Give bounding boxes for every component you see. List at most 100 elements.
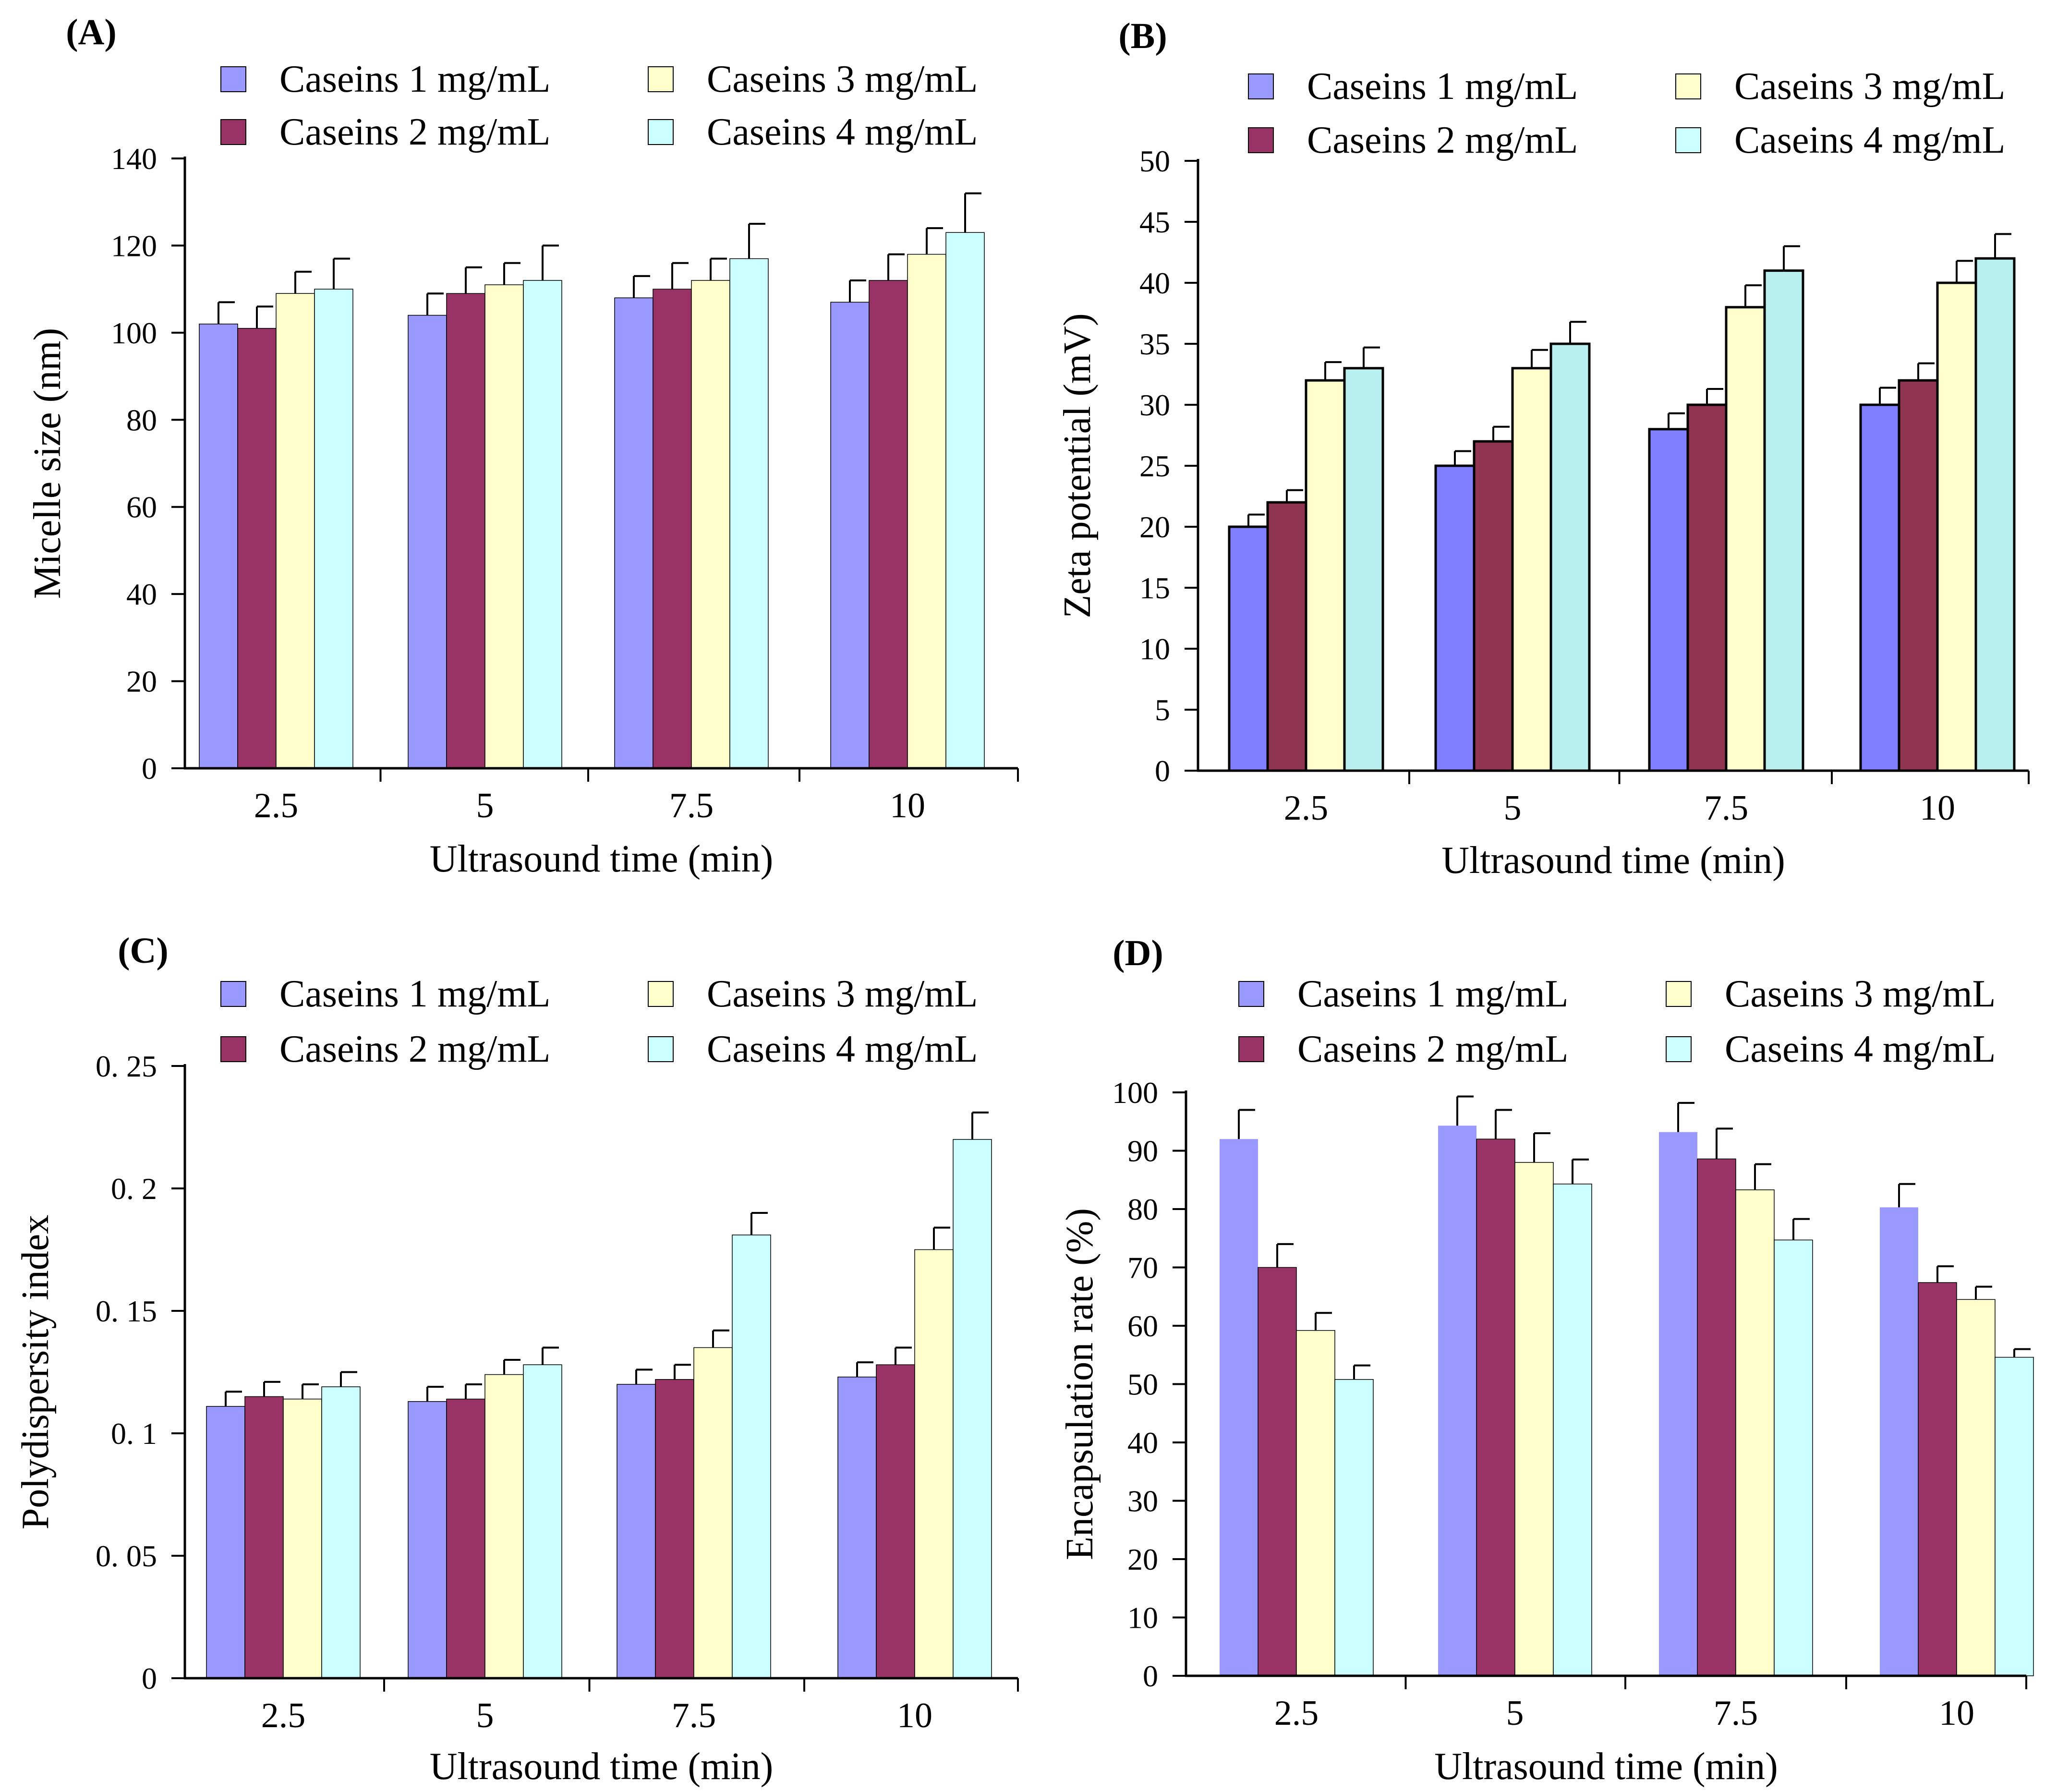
y-tick-label: 40 (1127, 1426, 1158, 1460)
legend-swatch (1238, 1036, 1264, 1062)
y-tick-label: 60 (1127, 1309, 1158, 1343)
bar (1438, 1126, 1476, 1676)
y-axis-title: Zeta potential (mV) (1056, 313, 1099, 618)
legend-swatch (220, 119, 246, 145)
bar (1774, 1239, 1813, 1676)
x-tick-label: 2.5 (261, 1696, 306, 1735)
bar (914, 1249, 954, 1679)
legend-swatch (1666, 1036, 1692, 1062)
bar (1476, 1138, 1515, 1676)
x-tick-label: 7.5 (669, 786, 714, 825)
y-tick-label: 0 (1143, 1659, 1158, 1693)
bar (729, 258, 769, 769)
y-tick-label: 0 (142, 751, 157, 786)
bar (1549, 342, 1591, 772)
legend-item: Caseins 2 mg/mL (220, 111, 550, 153)
bar (237, 328, 277, 769)
y-tick-label: 90 (1127, 1134, 1158, 1168)
bar (953, 1139, 992, 1679)
bar (1735, 1189, 1775, 1676)
bar (1266, 501, 1307, 772)
bar (732, 1235, 771, 1679)
bar (408, 315, 447, 769)
legend-swatch (1248, 73, 1274, 99)
x-tick-label: 7.5 (1714, 1694, 1758, 1733)
legend: Caseins 1 mg/mL Caseins 2 mg/mL Caseins 3 … (220, 973, 978, 1070)
legend-item: Caseins 3 mg/mL (1666, 973, 1996, 1015)
bar (876, 1364, 915, 1679)
y-axis-title: Polydispersity index (14, 1215, 57, 1530)
x-tick-label: 10 (1939, 1694, 1974, 1733)
y-tick-label: 30 (1139, 388, 1170, 422)
bar (907, 254, 946, 769)
bar (869, 280, 908, 769)
panel-b: (B) Caseins 1 mg/mL Caseins 2 mg/mL Caseins… (1056, 16, 2030, 882)
bar (1686, 403, 1728, 772)
bar (1659, 1132, 1697, 1676)
legend-item: Caseins 2 mg/mL (1238, 1028, 1568, 1070)
bar (653, 289, 692, 769)
bar (1473, 440, 1514, 772)
bar (837, 1376, 877, 1679)
bar (617, 1384, 656, 1679)
legend-item: Caseins 1 mg/mL (1238, 973, 1568, 1015)
bar (1220, 1139, 1258, 1676)
bar (1514, 1162, 1554, 1676)
panel-label: (B) (1118, 16, 1167, 56)
legend-swatch (648, 981, 674, 1007)
x-tick-label: 10 (897, 1696, 932, 1735)
y-tick-label: 45 (1139, 205, 1170, 239)
bar (523, 1364, 562, 1679)
y-tick-label: 0 (1155, 754, 1170, 788)
y-axis-title: Micelle size (nm) (26, 328, 69, 599)
y-tick-label: 120 (111, 229, 157, 263)
x-tick-label: 10 (1920, 788, 1955, 828)
y-tick-label: 0. 05 (96, 1539, 157, 1573)
legend-item: Caseins 3 mg/mL (1675, 65, 2005, 108)
legend-item: Caseins 4 mg/mL (1675, 119, 2005, 161)
y-tick-label: 0. 25 (96, 1049, 157, 1083)
y-tick-label: 15 (1139, 571, 1170, 605)
x-axis-title: Ultrasound time (min) (1434, 1745, 1778, 1788)
bar (1343, 367, 1384, 772)
x-tick-label: 7.5 (1704, 788, 1749, 828)
x-axis-title: Ultrasound time (min) (1441, 839, 1785, 882)
legend-label: Caseins 3 mg/mL (707, 973, 978, 1015)
bar (314, 289, 353, 769)
panel-a: (A) Caseins 1 mg/mL Caseins 2 mg/mL Caseins… (26, 12, 1019, 880)
legend-swatch (1675, 127, 1701, 153)
legend-label: Caseins 2 mg/mL (1297, 1028, 1568, 1070)
y-tick-label: 50 (1139, 144, 1170, 178)
bar (206, 1406, 245, 1679)
y-tick-label: 5 (1155, 693, 1170, 727)
bar (830, 302, 870, 769)
panel-label: (A) (66, 12, 117, 52)
y-tick-label: 0. 1 (111, 1417, 157, 1451)
y-tick-label: 50 (1127, 1368, 1158, 1402)
legend-label: Caseins 2 mg/mL (1307, 119, 1578, 161)
legend-label: Caseins 4 mg/mL (707, 1028, 978, 1070)
bar (283, 1398, 322, 1679)
legend-label: Caseins 1 mg/mL (279, 58, 550, 100)
y-tick-label: 70 (1127, 1251, 1158, 1285)
bar (1258, 1267, 1297, 1676)
bar (945, 232, 985, 769)
legend-item: Caseins 2 mg/mL (220, 1028, 550, 1070)
bar (1956, 1299, 1996, 1676)
legend-label: Caseins 2 mg/mL (279, 1028, 550, 1070)
bar (1995, 1356, 2034, 1676)
legend-swatch (1238, 981, 1264, 1007)
bar (1511, 367, 1552, 772)
x-tick-label: 2.5 (1274, 1694, 1319, 1733)
y-axis-title: Encapsulation rate (%) (1059, 1208, 1101, 1560)
bar (484, 284, 524, 769)
y-tick-label: 40 (1139, 266, 1170, 300)
legend-item: Caseins 1 mg/mL (1248, 65, 1578, 108)
legend-swatch (648, 119, 674, 145)
legend-item: Caseins 3 mg/mL (648, 58, 978, 100)
y-tick-label: 10 (1127, 1601, 1158, 1635)
bar (321, 1386, 361, 1679)
legend-item: Caseins 4 mg/mL (648, 1028, 978, 1070)
